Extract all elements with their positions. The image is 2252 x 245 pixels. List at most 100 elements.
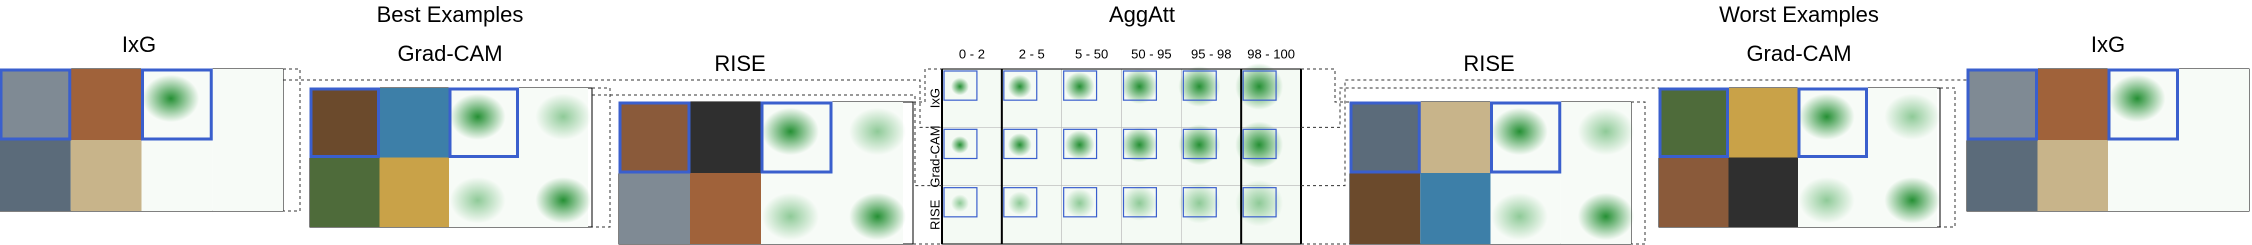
agg-cell xyxy=(1001,127,1062,186)
heatmap-blob xyxy=(535,93,592,140)
heatmap-blob xyxy=(1798,177,1855,224)
agg-cell xyxy=(941,127,1003,186)
row-label: Grad-CAM xyxy=(927,125,942,187)
agg-box xyxy=(1182,187,1217,218)
heatmap-blob xyxy=(1798,93,1855,140)
panel-title: Grad-CAM xyxy=(1746,41,1851,66)
highlight xyxy=(1966,68,2038,141)
agg-blob xyxy=(1064,130,1095,160)
highlight xyxy=(309,87,380,158)
heatmap-blob xyxy=(849,107,906,156)
heatmap xyxy=(212,140,283,211)
agg-box xyxy=(943,187,978,218)
example-image xyxy=(310,88,380,158)
heatmap-blob xyxy=(535,177,592,224)
agg-blob xyxy=(1121,185,1158,221)
row-label: IxG xyxy=(927,88,942,108)
heatmap-blob xyxy=(1884,177,1941,224)
best-title: Best Examples xyxy=(377,2,524,27)
bin-label: 98 - 100 xyxy=(1247,46,1295,61)
example-image xyxy=(1420,173,1491,244)
agg-blob xyxy=(1007,133,1032,157)
agg-box xyxy=(1063,187,1098,218)
heatmap-blob xyxy=(449,93,506,140)
agg-blob xyxy=(1235,121,1284,169)
bin-label: 2 - 5 xyxy=(1019,46,1045,61)
agg-blob xyxy=(1178,66,1221,107)
example-image xyxy=(690,102,761,173)
heatmap-blob xyxy=(1577,107,1634,156)
agg-box xyxy=(1003,70,1038,101)
agg-box xyxy=(1063,70,1098,101)
connector xyxy=(1631,101,1646,245)
panel-title: IxG xyxy=(122,32,156,57)
connector xyxy=(1940,87,1956,228)
connector xyxy=(592,94,942,187)
heatmap-blob xyxy=(762,107,819,156)
agg-box xyxy=(1122,70,1158,101)
highlight xyxy=(2107,68,2179,141)
heatmap-blob xyxy=(849,192,906,241)
agg-box xyxy=(943,128,978,160)
agg-cell xyxy=(1001,68,1062,128)
heatmap-blob xyxy=(1491,107,1548,156)
connector xyxy=(283,68,301,212)
agg-cell xyxy=(941,68,1003,128)
agg-box xyxy=(1182,128,1217,160)
example-image xyxy=(1350,102,1421,173)
bin-label: 50 - 95 xyxy=(1131,46,1171,61)
agg-box xyxy=(1122,128,1158,160)
highlight xyxy=(1797,87,1868,158)
highlight xyxy=(141,68,213,141)
example-image xyxy=(310,157,380,227)
connector xyxy=(1301,87,1659,128)
connector xyxy=(283,79,942,128)
agg-cell xyxy=(1001,185,1062,245)
agg-box xyxy=(1182,70,1217,101)
example-image xyxy=(1967,140,2038,211)
heatmap-blob xyxy=(142,74,200,123)
example-image xyxy=(1659,157,1729,227)
agg-blob xyxy=(1235,63,1284,110)
highlight xyxy=(618,101,691,174)
agg-box xyxy=(1242,70,1277,101)
agg-blob xyxy=(950,136,969,154)
panel-title: RISE xyxy=(714,51,765,76)
example-image xyxy=(1350,173,1421,244)
example-image xyxy=(1420,102,1491,173)
example-image xyxy=(1728,157,1798,227)
agg-blob xyxy=(1007,74,1032,99)
example-image xyxy=(70,140,142,211)
agg-box xyxy=(1122,187,1158,218)
agg-blob xyxy=(1178,124,1221,166)
agg-blob xyxy=(1178,182,1221,224)
highlight xyxy=(0,68,72,141)
agg-blob xyxy=(1235,179,1284,227)
agg-blob xyxy=(1064,188,1095,218)
example-image xyxy=(379,157,449,227)
highlight xyxy=(1490,101,1562,174)
panel-title: Grad-CAM xyxy=(397,41,502,66)
heatmap xyxy=(212,69,283,140)
heatmap-blob xyxy=(1577,192,1634,241)
heatmap xyxy=(141,140,213,211)
agg-blob xyxy=(1064,71,1095,102)
agg-box xyxy=(1063,128,1098,160)
heatmap-blob xyxy=(449,177,506,224)
agg-blob xyxy=(950,194,969,212)
agg-box xyxy=(943,70,978,101)
example-image xyxy=(619,102,690,173)
heatmap-blob xyxy=(762,192,819,241)
highlight xyxy=(760,101,833,174)
agg-box xyxy=(1242,128,1277,160)
worst-title: Worst Examples xyxy=(1719,2,1879,27)
connector xyxy=(913,68,942,103)
heatmap-blob xyxy=(1884,93,1941,140)
agg-box xyxy=(1003,187,1038,218)
bin-label: 5 - 50 xyxy=(1075,46,1108,61)
heatmap xyxy=(2178,69,2249,140)
example-image xyxy=(1728,88,1798,158)
agg-box xyxy=(1003,128,1038,160)
agg-cell xyxy=(941,185,1003,245)
